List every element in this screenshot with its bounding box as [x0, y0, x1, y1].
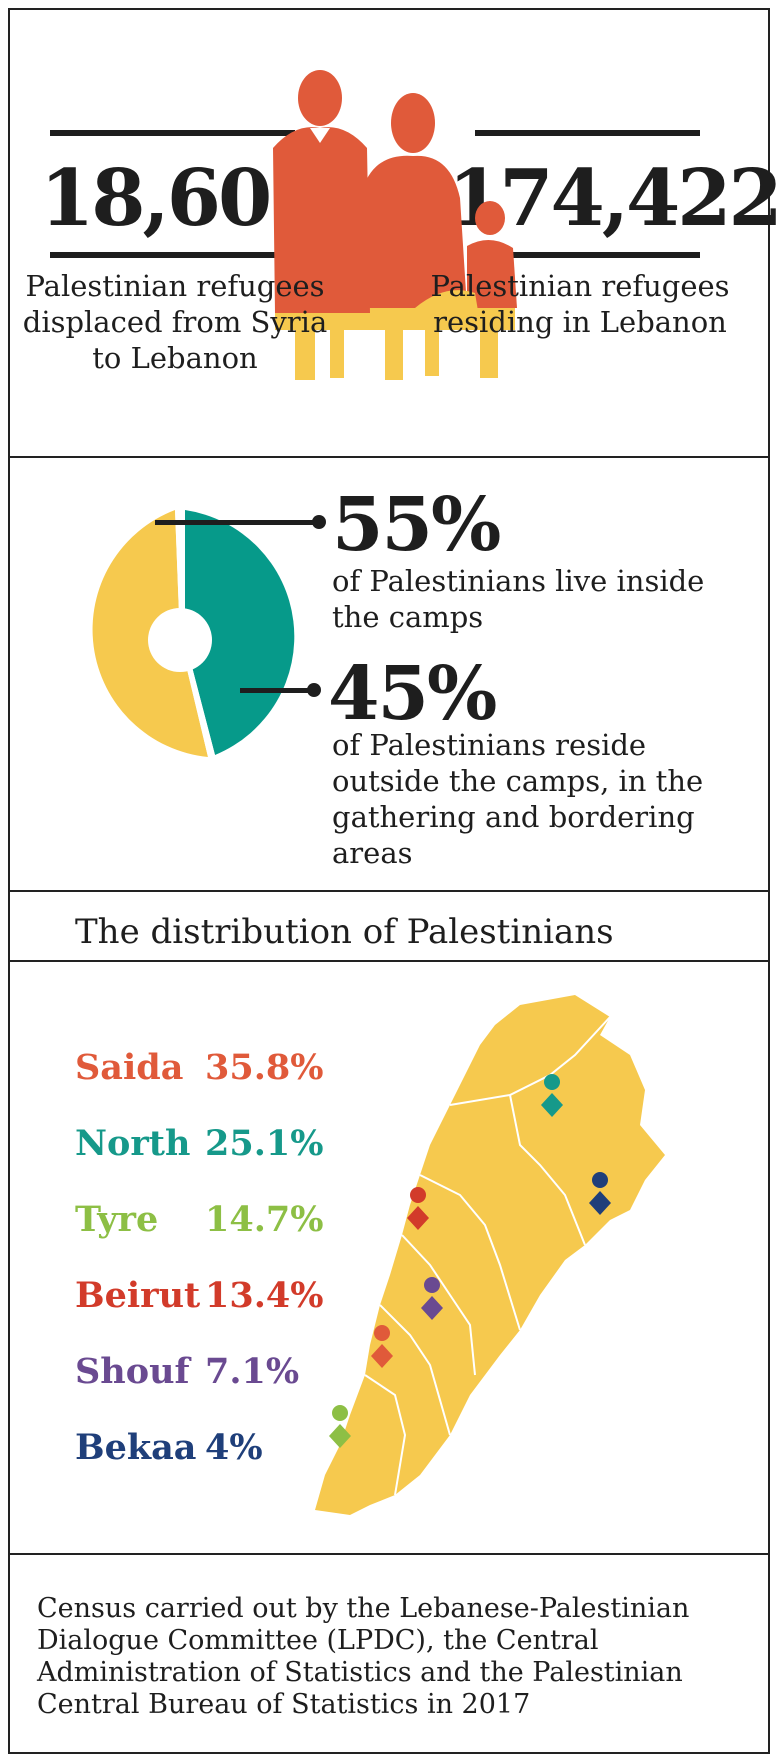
- inside-text: of Palestinians live inside the camps: [332, 564, 705, 634]
- section-divider: [8, 890, 770, 892]
- region-percent: 13.4%: [205, 1275, 324, 1316]
- marker-saida: [371, 1325, 393, 1368]
- pointer-dot-outside: [307, 683, 321, 697]
- region-row-shouf: Shouf 7.1%: [75, 1347, 299, 1397]
- region-row-saida: Saida 35.8%: [75, 1043, 324, 1093]
- region-row-north: North 25.1%: [75, 1119, 324, 1169]
- right-top-rule: [475, 130, 700, 136]
- region-name: Bekaa: [75, 1427, 197, 1468]
- outside-percent: 45%: [328, 651, 497, 737]
- section-divider: [8, 456, 770, 458]
- census-footnote: Census carried out by the Lebanese-Pales…: [37, 1593, 690, 1720]
- region-name: Saida: [75, 1047, 184, 1088]
- section-divider: [8, 960, 770, 962]
- right-bottom-rule: [475, 252, 700, 258]
- region-row-tyre: Tyre 14.7%: [75, 1195, 324, 1245]
- marker-shouf: [421, 1277, 443, 1320]
- region-percent: 14.7%: [205, 1199, 324, 1240]
- lebanon-map: [315, 995, 665, 1515]
- outside-text: of Palestinians reside outside the camps…: [332, 728, 704, 870]
- pointer-dot-inside: [312, 515, 326, 529]
- inside-percent: 55%: [332, 482, 501, 568]
- region-name: Shouf: [75, 1351, 190, 1392]
- region-percent: 4%: [205, 1427, 263, 1468]
- marker-north: [541, 1074, 563, 1117]
- infographic-frame: [8, 8, 770, 1754]
- region-percent: 7.1%: [205, 1351, 300, 1392]
- left-bottom-rule: [50, 252, 295, 258]
- family-icon: [273, 70, 517, 380]
- distribution-title: The distribution of Palestinians: [75, 912, 614, 952]
- pointer-line-inside: [155, 520, 320, 525]
- map-shape: [315, 995, 665, 1515]
- residing-caption: Palestinian refugees residing in Lebanon: [430, 269, 730, 339]
- region-name: Tyre: [75, 1199, 159, 1240]
- region-name: Beirut: [75, 1275, 201, 1316]
- marker-tyre: [329, 1405, 351, 1448]
- pointer-line-outside: [240, 688, 315, 693]
- displaced-caption: Palestinian refugees displaced from Syri…: [22, 269, 328, 375]
- camps-pie-chart: [92, 510, 295, 757]
- section-divider: [8, 1553, 770, 1555]
- region-percent: 25.1%: [205, 1123, 324, 1164]
- region-percent: 35.8%: [205, 1047, 324, 1088]
- region-row-beirut: Beirut 13.4%: [75, 1271, 324, 1321]
- marker-bekaa: [589, 1172, 611, 1215]
- left-top-rule: [50, 130, 295, 136]
- marker-beirut: [407, 1187, 429, 1230]
- pie-slice-inside: [185, 510, 295, 755]
- region-name: North: [75, 1123, 191, 1164]
- region-row-bekaa: Bekaa 4%: [75, 1423, 263, 1473]
